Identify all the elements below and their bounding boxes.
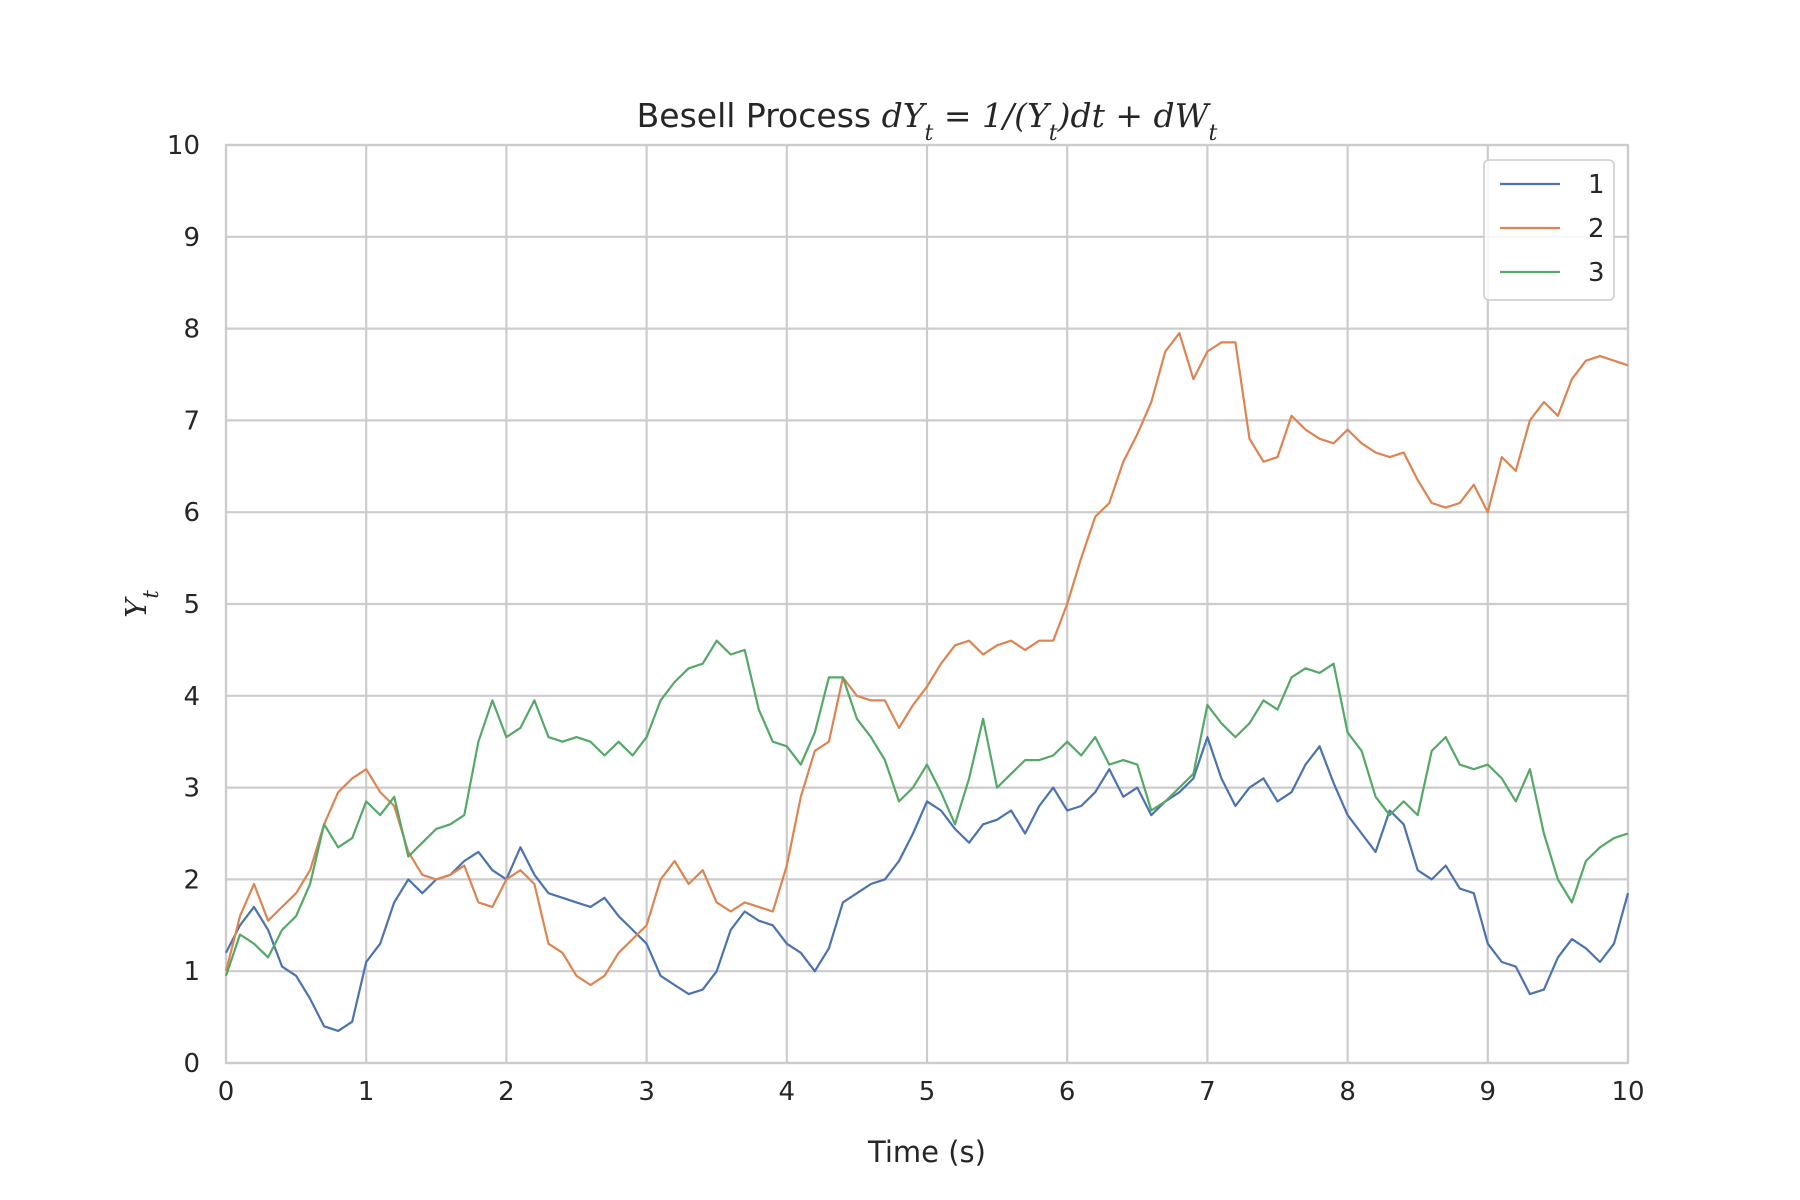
x-tick-label: 5 — [919, 1077, 936, 1107]
x-tick-label: 0 — [218, 1077, 235, 1107]
x-tick-label: 7 — [1199, 1077, 1216, 1107]
y-tick-label: 4 — [183, 682, 200, 712]
y-axis-label: Yt — [119, 590, 163, 618]
x-tick-label: 9 — [1480, 1077, 1497, 1107]
y-tick-label: 1 — [183, 957, 200, 987]
legend-frame — [1483, 159, 1615, 301]
plot-lines — [224, 332, 1630, 1033]
y-tick-label: 5 — [183, 590, 200, 620]
legend-label-1: 1 — [1588, 170, 1605, 200]
y-tick-label: 6 — [183, 498, 200, 528]
x-tick-label: 3 — [638, 1077, 655, 1107]
y-tick-label: 2 — [183, 865, 200, 895]
series-line-1 — [225, 735, 1630, 1033]
legend: 1 2 3 — [1483, 159, 1615, 301]
y-tick-labels: 0 1 2 3 4 5 6 7 8 9 10 — [167, 131, 200, 1079]
x-tick-label: 8 — [1339, 1077, 1356, 1107]
x-tick-labels: 0 1 2 3 4 5 6 7 8 9 10 — [218, 1077, 1645, 1107]
y-tick-label: 8 — [183, 315, 200, 345]
x-axis-label: Time (s) — [867, 1135, 986, 1169]
legend-label-3: 3 — [1588, 258, 1605, 288]
y-tick-label: 0 — [183, 1049, 200, 1079]
x-tick-label: 2 — [498, 1077, 515, 1107]
chart-title: Besell Process dYt = 1/(Yt)dt + dWt — [637, 96, 1218, 146]
y-tick-label: 9 — [183, 223, 200, 253]
y-tick-label: 3 — [183, 774, 200, 804]
series-line-2 — [224, 332, 1629, 987]
series-line-3 — [224, 639, 1629, 977]
x-tick-label: 1 — [358, 1077, 375, 1107]
y-tick-label: 10 — [167, 131, 200, 161]
x-tick-label: 4 — [779, 1077, 796, 1107]
x-tick-label: 6 — [1059, 1077, 1076, 1107]
y-tick-label: 7 — [183, 406, 200, 436]
legend-label-2: 2 — [1588, 214, 1605, 244]
x-tick-label: 10 — [1611, 1077, 1644, 1107]
plot-frame — [224, 143, 1630, 1065]
